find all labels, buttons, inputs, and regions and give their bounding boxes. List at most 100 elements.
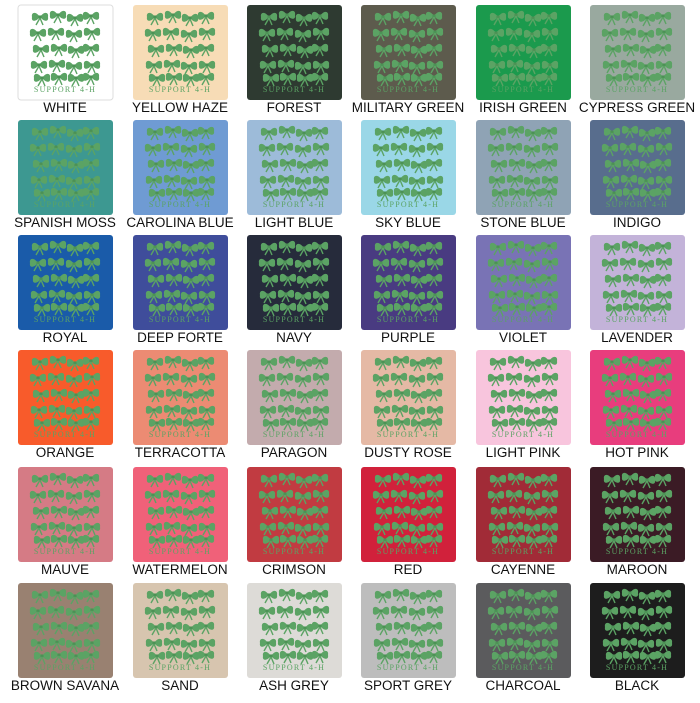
swatch-cell[interactable]: SUPPORT 4-H VIOLET xyxy=(476,235,571,345)
color-name: CRIMSON xyxy=(262,562,326,577)
design-caption: SUPPORT 4-H xyxy=(606,200,668,209)
design-caption: SUPPORT 4-H xyxy=(492,200,554,209)
swatch-cell[interactable]: SUPPORT 4-H ORANGE xyxy=(18,350,113,460)
swatch-cell[interactable]: SUPPORT 4-H WATERMELON xyxy=(132,467,228,577)
swatch-cell[interactable]: SUPPORT 4-H CAYENNE xyxy=(476,467,571,577)
swatch-cell[interactable]: SUPPORT 4-H CAROLINA BLUE xyxy=(126,120,234,230)
color-name: LIGHT PINK xyxy=(486,445,561,460)
swatch-cell[interactable]: SUPPORT 4-H CHARCOAL xyxy=(476,583,571,693)
color-name: ASH GREY xyxy=(259,678,329,693)
color-name: DUSTY ROSE xyxy=(364,445,452,460)
design-caption: SUPPORT 4-H xyxy=(149,200,211,209)
design-caption: SUPPORT 4-H xyxy=(34,85,96,94)
swatch-cell[interactable]: SUPPORT 4-H BROWN SAVANA xyxy=(11,583,119,693)
swatch-cell[interactable]: SUPPORT 4-H MILITARY GREEN xyxy=(352,5,465,115)
design-caption: SUPPORT 4-H xyxy=(263,200,325,209)
color-name: SKY BLUE xyxy=(375,215,441,230)
swatch-cell[interactable]: SUPPORT 4-H ASH GREY xyxy=(247,583,342,693)
color-name: STONE BLUE xyxy=(480,215,565,230)
design-caption: SUPPORT 4-H xyxy=(606,663,668,672)
color-name: BLACK xyxy=(615,678,659,693)
design-caption: SUPPORT 4-H xyxy=(263,85,325,94)
design-caption: SUPPORT 4-H xyxy=(149,85,211,94)
design-caption: SUPPORT 4-H xyxy=(377,663,439,672)
design-caption: SUPPORT 4-H xyxy=(34,430,96,439)
swatch-cell[interactable]: SUPPORT 4-H LIGHT PINK xyxy=(476,350,571,460)
swatch-cell[interactable]: SUPPORT 4-H RED xyxy=(361,467,456,577)
color-name: DEEP FORTE xyxy=(137,330,223,345)
design-caption: SUPPORT 4-H xyxy=(34,547,96,556)
swatch-cell[interactable]: SUPPORT 4-H STONE BLUE xyxy=(476,120,571,230)
design-caption: SUPPORT 4-H xyxy=(492,430,554,439)
color-name: CHARCOAL xyxy=(485,678,561,693)
swatch-cell[interactable]: SUPPORT 4-H NAVY xyxy=(247,235,342,345)
swatch-cell[interactable]: SUPPORT 4-H CYPRESS GREEN xyxy=(579,5,695,115)
color-name: YELLOW HAZE xyxy=(132,100,228,115)
design-caption: SUPPORT 4-H xyxy=(263,547,325,556)
color-name: VIOLET xyxy=(499,330,547,345)
swatch-cell[interactable]: SUPPORT 4-H WHITE xyxy=(17,4,114,115)
color-name: SPORT GREY xyxy=(364,678,452,693)
swatch-cell[interactable]: SUPPORT 4-H PARAGON xyxy=(247,350,342,460)
color-name: BROWN SAVANA xyxy=(11,678,119,693)
swatch-cell[interactable]: SUPPORT 4-H SPANISH MOSS xyxy=(14,120,116,230)
color-name: PURPLE xyxy=(381,330,435,345)
swatch-cell[interactable]: SUPPORT 4-H PURPLE xyxy=(361,235,456,345)
color-name: FOREST xyxy=(267,100,322,115)
color-name: ORANGE xyxy=(36,445,95,460)
design-caption: SUPPORT 4-H xyxy=(492,547,554,556)
color-name: SAND xyxy=(161,678,199,693)
swatch-cell[interactable]: SUPPORT 4-H ROYAL xyxy=(18,235,113,345)
swatch-cell[interactable]: SUPPORT 4-H MAUVE xyxy=(18,467,113,577)
swatch-cell[interactable]: SUPPORT 4-H HOT PINK xyxy=(590,350,685,460)
swatch-cell[interactable]: SUPPORT 4-H TERRACOTTA xyxy=(133,350,228,460)
swatch-cell[interactable]: SUPPORT 4-H BLACK xyxy=(590,583,685,693)
color-name: HOT PINK xyxy=(605,445,669,460)
color-name: NAVY xyxy=(276,330,312,345)
color-name: SPANISH MOSS xyxy=(14,215,116,230)
swatch-cell[interactable]: SUPPORT 4-H MAROON xyxy=(590,467,685,577)
design-caption: SUPPORT 4-H xyxy=(377,85,439,94)
design-caption: SUPPORT 4-H xyxy=(492,85,554,94)
color-name: WHITE xyxy=(43,100,87,115)
swatch-cell[interactable]: SUPPORT 4-H FOREST xyxy=(247,5,342,115)
swatch-cell[interactable]: SUPPORT 4-H LIGHT BLUE xyxy=(247,120,342,230)
color-name: INDIGO xyxy=(613,215,661,230)
design-caption: SUPPORT 4-H xyxy=(377,200,439,209)
color-name: MILITARY GREEN xyxy=(352,100,465,115)
design-caption: SUPPORT 4-H xyxy=(263,430,325,439)
design-caption: SUPPORT 4-H xyxy=(263,663,325,672)
color-name: LAVENDER xyxy=(601,330,673,345)
swatch-cell[interactable]: SUPPORT 4-H SKY BLUE xyxy=(361,120,456,230)
color-name: WATERMELON xyxy=(132,562,227,577)
design-caption: SUPPORT 4-H xyxy=(149,430,211,439)
color-name: TERRACOTTA xyxy=(135,445,226,460)
color-name: ROYAL xyxy=(43,330,88,345)
design-caption: SUPPORT 4-H xyxy=(149,663,211,672)
design-caption: SUPPORT 4-H xyxy=(34,663,96,672)
swatch-cell[interactable]: SUPPORT 4-H SPORT GREY xyxy=(361,583,456,693)
color-name: MAUVE xyxy=(41,562,89,577)
swatch-cell[interactable]: SUPPORT 4-H LAVENDER xyxy=(590,235,685,345)
swatch-cell[interactable]: SUPPORT 4-H DUSTY ROSE xyxy=(361,350,456,460)
design-caption: SUPPORT 4-H xyxy=(492,663,554,672)
swatch-cell[interactable]: SUPPORT 4-H INDIGO xyxy=(590,120,685,230)
color-name: RED xyxy=(394,562,423,577)
design-caption: SUPPORT 4-H xyxy=(606,547,668,556)
design-caption: SUPPORT 4-H xyxy=(606,85,668,94)
color-name: CAROLINA BLUE xyxy=(126,215,233,230)
color-name: IRISH GREEN xyxy=(479,100,567,115)
swatch-cell[interactable]: SUPPORT 4-H DEEP FORTE xyxy=(133,235,228,345)
design-caption: SUPPORT 4-H xyxy=(492,315,554,324)
swatch-cell[interactable]: SUPPORT 4-H IRISH GREEN xyxy=(476,5,571,115)
design-caption: SUPPORT 4-H xyxy=(149,315,211,324)
design-caption: SUPPORT 4-H xyxy=(34,200,96,209)
design-caption: SUPPORT 4-H xyxy=(377,430,439,439)
design-caption: SUPPORT 4-H xyxy=(377,315,439,324)
swatch-cell[interactable]: SUPPORT 4-H YELLOW HAZE xyxy=(132,5,228,115)
design-caption: SUPPORT 4-H xyxy=(606,430,668,439)
swatch-cell[interactable]: SUPPORT 4-H SAND xyxy=(133,583,228,693)
swatch-cell[interactable]: SUPPORT 4-H CRIMSON xyxy=(247,467,342,577)
